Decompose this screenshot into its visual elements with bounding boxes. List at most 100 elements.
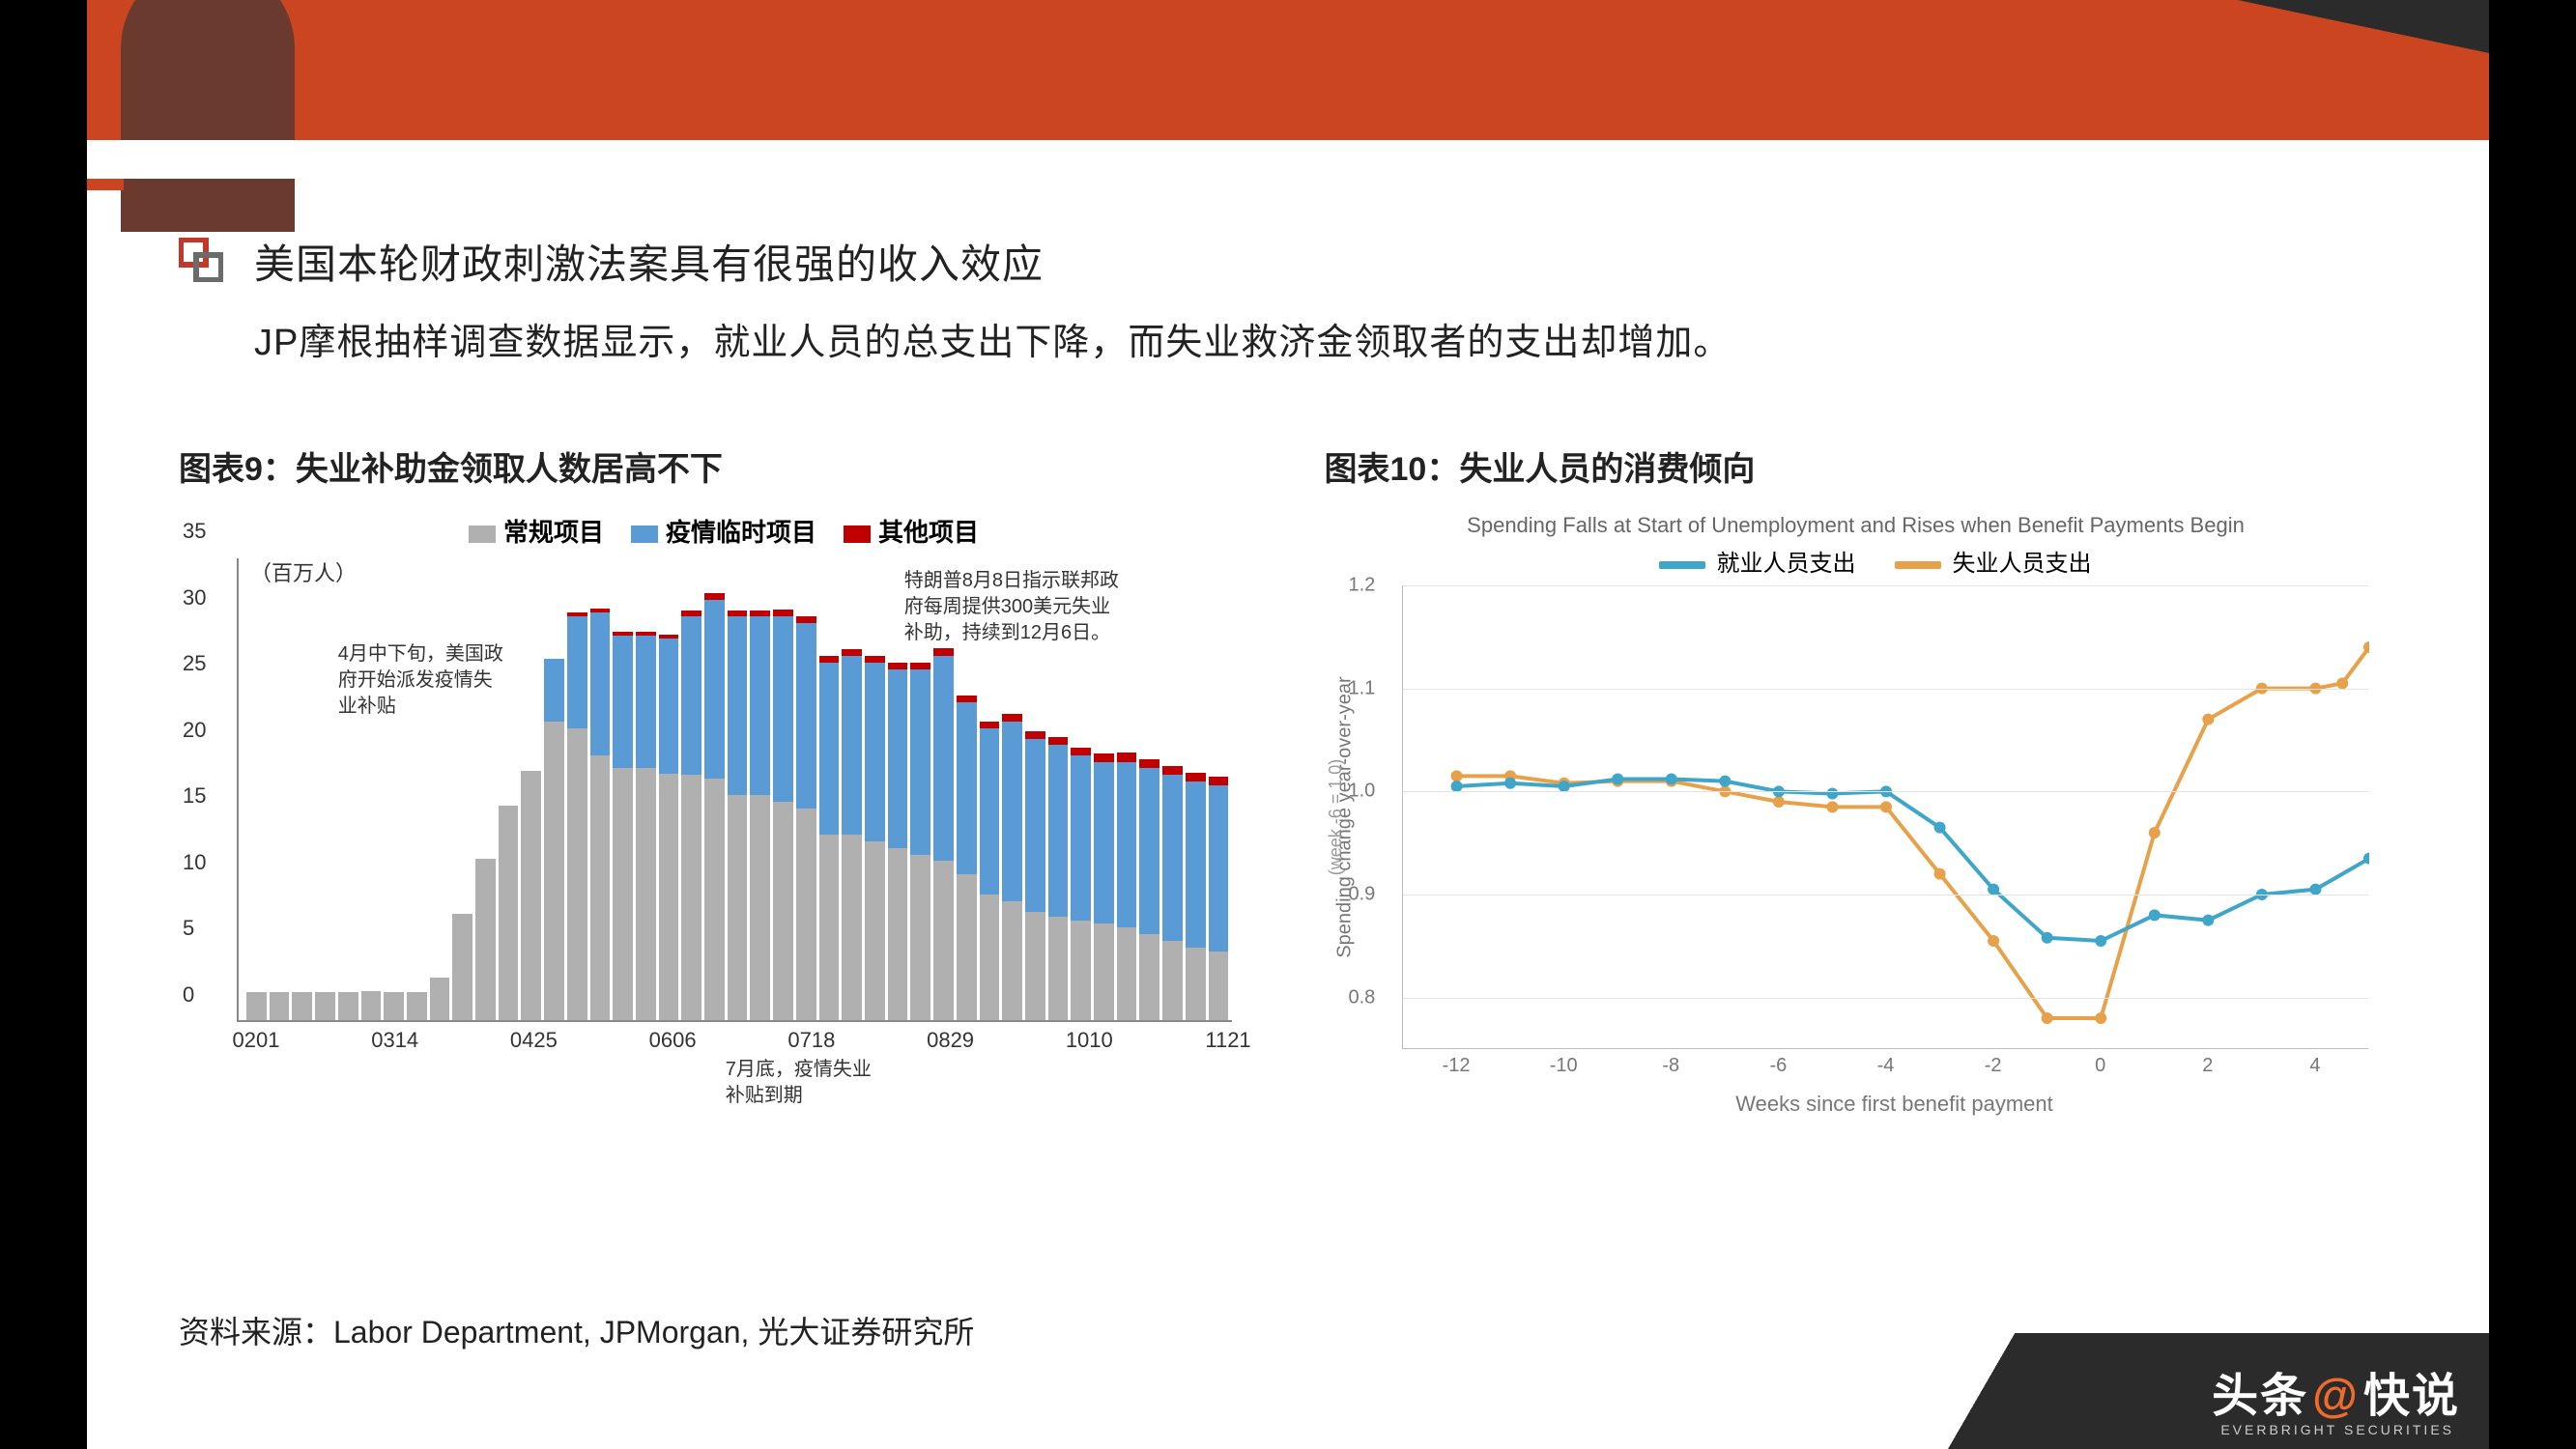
bar-segment [957,874,977,1020]
bar-segment [475,859,496,1020]
bar-segment [315,992,335,1020]
chart10-marker [1772,796,1784,808]
chart10-marker [2202,714,2214,725]
bar-segment [430,978,450,1020]
bar-stack [1048,737,1069,1020]
bar-segment [819,663,840,835]
bar-stack [338,992,358,1020]
bar-stack [292,992,312,1020]
bar-segment [1071,748,1091,755]
overlap-squares-icon [179,238,223,282]
bar-segment [933,656,954,862]
bar-stack [1094,753,1114,1020]
chart10-line-chart: Spending Falls at Start of Unemployment … [1325,513,2388,1131]
chart10-marker [1933,822,1945,834]
bar-segment [1094,923,1114,1020]
bar-stack [1002,714,1022,1020]
bar-segment [1048,745,1069,917]
chart10-marker [1933,868,1945,880]
bar-segment [1094,762,1114,923]
bar-stack [544,659,564,1020]
chart10-xtick: -4 [1877,1055,1895,1077]
bar-stack [613,632,633,1020]
chart10-xtick: -10 [1550,1055,1578,1077]
bar-segment [910,855,930,1020]
bar-segment [1048,917,1069,1020]
title-block: 美国本轮财政刺激法案具有很强的收入效应 JP摩根抽样调查数据显示，就业人员的总支… [254,232,1731,365]
bar-segment [270,992,290,1020]
chart10-marker [1504,778,1516,789]
bar-stack [659,635,679,1020]
bar-stack [384,992,404,1020]
chart10-line [1456,647,2368,1018]
chart9-legend: 常规项目疫情临时项目其他项目 [179,513,1242,549]
bar-segment [888,663,908,669]
legend-label: 失业人员支出 [1953,551,2092,577]
bar-stack [521,771,541,1020]
bar-segment [361,991,382,1020]
bar-stack [475,859,496,1020]
bar-stack [957,696,977,1020]
charts-row: 图表9：失业补助金领取人数居高不下 常规项目疫情临时项目其他项目 （百万人） 0… [179,442,2431,1131]
chart10-marker [2309,884,2321,895]
bar-segment [659,639,679,774]
bar-stack [1209,777,1229,1020]
chart9-xtick: 0201 [232,1028,279,1053]
thin-red-accent [87,179,124,190]
bar-segment [819,656,840,663]
bar-stack [681,611,701,1020]
chart10-xtick: -6 [1769,1055,1787,1077]
bar-segment [1071,921,1091,1020]
bar-stack [270,992,290,1020]
bar-stack [910,663,930,1020]
chart10-marker [1880,801,1892,812]
bar-segment [1162,941,1183,1020]
bar-segment [636,768,656,1020]
chart10-marker [1450,781,1462,792]
chart10-svg [1403,585,2369,1049]
bar-stack [636,632,656,1020]
bar-segment [865,663,885,841]
bar-stack [1025,731,1045,1020]
chart9-xtick: 0425 [510,1028,558,1053]
bar-segment [452,914,472,1020]
bar-segment [773,616,793,802]
bar-segment [613,768,633,1020]
bar-segment [1025,912,1045,1020]
bar-stack [773,610,793,1020]
bar-stack [842,649,862,1020]
chart9-column: 图表9：失业补助金领取人数居高不下 常规项目疫情临时项目其他项目 （百万人） 0… [179,442,1286,1131]
page-subtitle: JP摩根抽样调查数据显示，就业人员的总支出下降，而失业救济金领取者的支出却增加。 [254,312,1731,365]
bar-stack [246,992,267,1020]
chart9-ytick: 35 [183,519,206,544]
bar-segment [1002,722,1022,900]
watermark-main: 头条@快说 [2212,1357,2460,1425]
bar-segment [796,616,816,623]
legend-swatch [844,526,871,543]
bar-segment [1162,766,1183,776]
bar-segment [1162,775,1183,940]
bar-segment [1048,737,1069,745]
legend-line [1895,561,1941,569]
chart10-marker [2336,677,2348,689]
bar-segment [704,779,725,1020]
chart10-marker [2041,932,2052,944]
bar-segment [957,702,977,874]
chart9-ytick: 25 [183,651,206,676]
legend-label: 就业人员支出 [1717,551,1856,577]
chart9-ytick: 10 [183,850,206,875]
bar-segment [590,612,611,755]
chart9-ytick: 5 [183,916,194,941]
chart9-xtick: 0606 [649,1028,697,1053]
bar-segment [567,728,587,1020]
bar-segment [1002,901,1022,1020]
content-area: 美国本轮财政刺激法案具有很强的收入效应 JP摩根抽样调查数据显示，就业人员的总支… [179,232,2431,1131]
bar-segment [1186,781,1206,947]
bar-segment [1025,739,1045,911]
chart9-ytick: 0 [183,982,194,1008]
chart10-marker [2095,1012,2106,1024]
chart9-ytick: 30 [183,585,206,611]
bar-segment [842,649,862,656]
bar-stack [819,656,840,1020]
chart10-xtick: 0 [2095,1055,2105,1077]
